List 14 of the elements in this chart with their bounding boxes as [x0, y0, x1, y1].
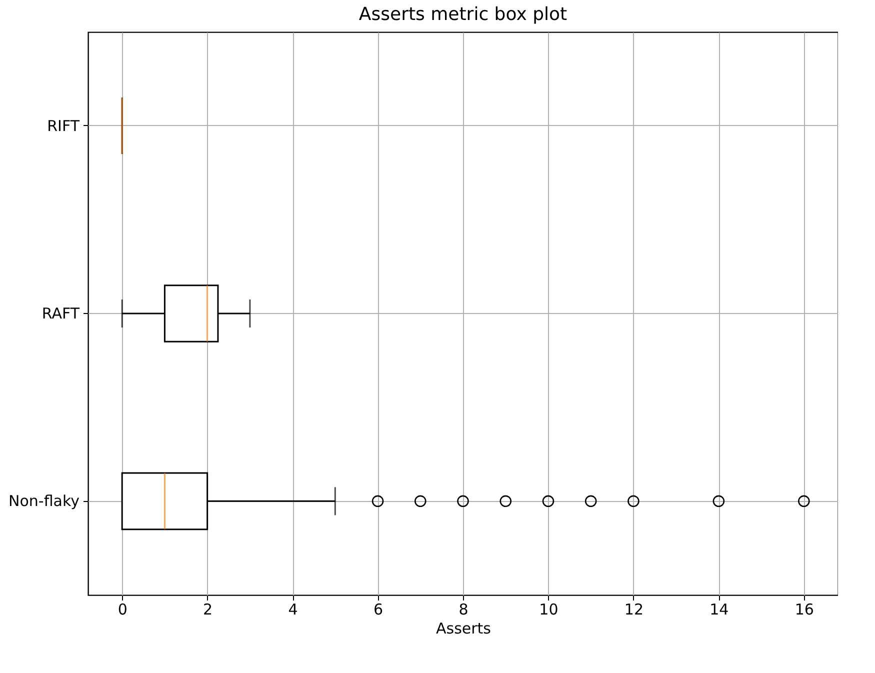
x-axis-title: Asserts: [436, 620, 492, 638]
x-tick-label: 16: [794, 600, 814, 618]
x-tick-label: 2: [203, 600, 213, 618]
x-tick-label: 12: [624, 600, 644, 618]
x-tick-label: 0: [118, 600, 128, 618]
x-tick-label: 8: [458, 600, 468, 618]
y-tick-label: RIFT: [47, 116, 80, 135]
chart-title: Asserts metric box plot: [358, 4, 568, 25]
x-tick-label: 6: [374, 600, 384, 618]
x-tick-label: 14: [710, 600, 729, 618]
x-tick-label: 10: [539, 600, 558, 618]
y-tick-label: RAFT: [42, 304, 80, 322]
y-tick-label: Non-flaky: [8, 492, 80, 510]
x-tick-label: 4: [288, 600, 298, 618]
